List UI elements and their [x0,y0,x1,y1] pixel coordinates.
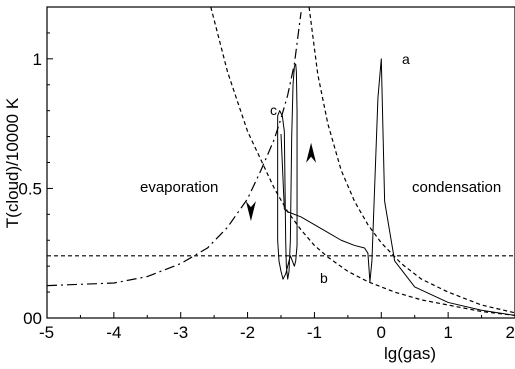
x-tick-label: -4 [106,323,121,342]
x-tick-label: -1 [307,323,322,342]
x-tick-label: 0 [377,323,386,342]
x-tick-label: 1 [443,323,452,342]
series-line-b [210,7,515,317]
x-tick-label: -3 [173,323,188,342]
y-tick-label: 1 [33,50,42,69]
y-axis-title: T(cloud)/10000 K [3,97,22,228]
region-label-evaporation: evaporation [140,179,218,196]
arrowhead-up [306,142,317,163]
y-tick-label: 0.5 [18,179,42,198]
x-axis-title: lg(gas) [384,344,436,363]
arrows-layer [245,142,317,222]
curve-label-c: c [270,102,277,118]
series-layer [47,7,515,317]
x-tick-label: 2 [506,323,515,342]
curve-label-b: b [320,270,328,286]
series-line-1 [47,12,302,287]
y-tick-label: 00 [23,309,42,328]
ticks [46,32,515,319]
arrowhead-down [245,201,256,222]
x-tick-label: -5 [39,323,54,342]
tick-labels: -5 -4 -3 -2 -1 0 1 2 00 0.5 1 [18,50,515,342]
series-line-c [308,7,515,314]
curve-label-a: a [402,51,410,67]
series-line-6 [277,63,298,280]
series-line-a [280,58,515,316]
region-label-condensation: condensation [412,179,501,196]
x-tick-label: -2 [240,323,255,342]
